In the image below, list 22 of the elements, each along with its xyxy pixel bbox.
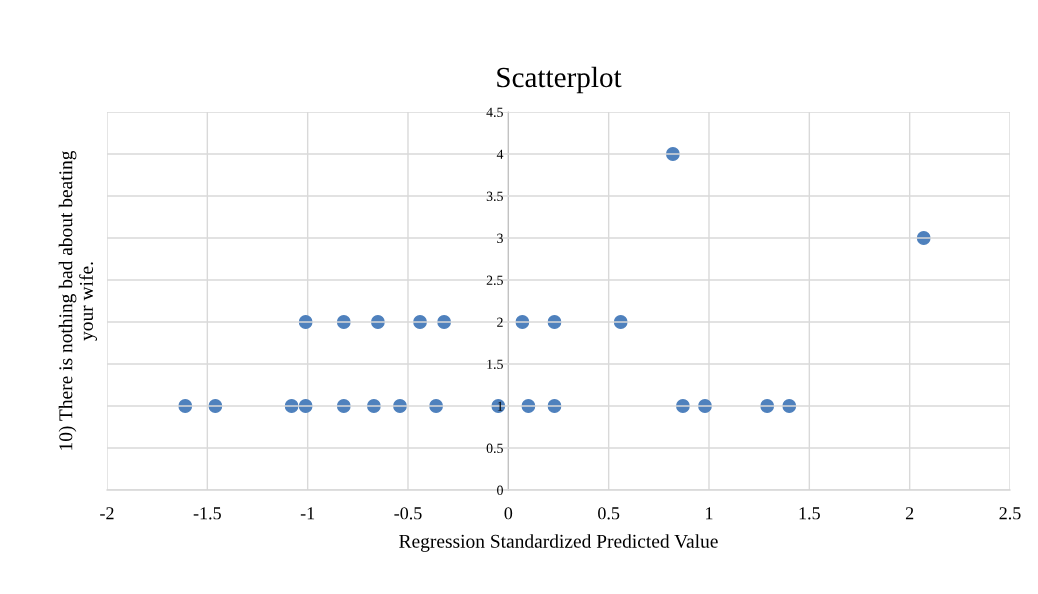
y-tick-label: 2	[497, 317, 503, 327]
x-tick-label: 1.5	[799, 507, 820, 520]
y-tick-label: 3	[497, 233, 503, 243]
y-tick-label: 3.5	[486, 191, 503, 202]
x-tick-label: -1.5	[193, 507, 221, 520]
y-tick-label: 0.5	[486, 443, 503, 454]
x-tick-label: 0.5	[598, 507, 620, 520]
x-tick-label: -0.5	[394, 507, 422, 520]
chart-title: Scatterplot	[497, 66, 622, 94]
y-tick-label: 2.5	[486, 275, 503, 286]
x-tick-label: 2.5	[999, 507, 1021, 520]
x-axis-title: Regression Standardized Predicted Value	[399, 534, 718, 552]
x-tick-label: 2	[905, 507, 914, 520]
y-axis-title: 10) There is nothing bad about beating your wife.	[58, 150, 98, 450]
y-tick-label: 0	[497, 485, 503, 495]
x-tick-label: -2	[100, 507, 114, 520]
y-tick-label: 1	[497, 401, 503, 411]
y-tick-label: 1.5	[487, 359, 503, 370]
x-tick-label: 1	[706, 507, 713, 520]
x-tick-label: -1	[300, 507, 315, 520]
y-tick-label: 4	[496, 149, 504, 159]
y-tick-label: 4.5	[486, 107, 503, 118]
